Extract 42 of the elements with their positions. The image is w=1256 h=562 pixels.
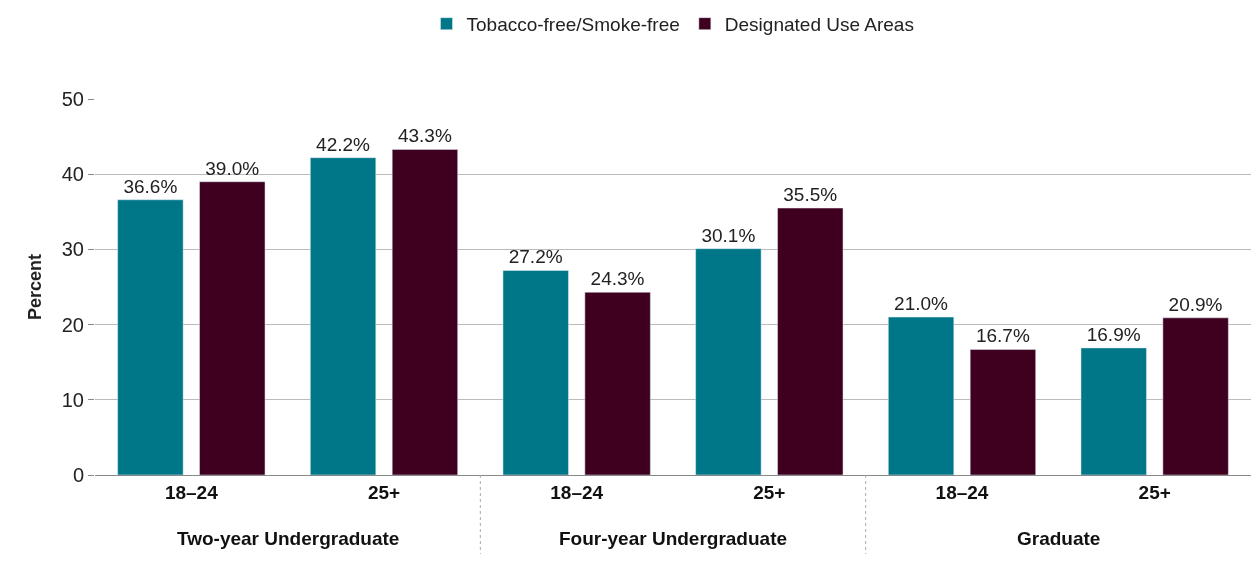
bar [502,270,569,475]
y-axis-title: Percent [24,253,45,321]
legend-label: Designated Use Areas [724,14,914,36]
y-tick-label: 30 [61,238,84,261]
bar [310,157,377,475]
x-tick-label: 18–24 [550,481,604,503]
data-label: 42.2% [316,133,371,155]
x-tick-label: 18–24 [164,481,219,503]
y-tick-label: 10 [61,388,84,411]
data-label: 24.3% [590,268,645,290]
data-label: 36.6% [123,175,178,197]
x-tick-label: 18–24 [935,481,989,503]
data-label: 39.0% [205,157,260,179]
x-tick-label: 25+ [753,481,786,503]
data-label: 43.3% [397,125,452,147]
bar [1162,317,1229,475]
data-label: 16.9% [1086,323,1141,345]
bar [199,181,266,475]
y-tick-label: 20 [61,313,84,336]
bar [391,149,458,475]
y-tick-label: 40 [61,163,84,186]
text: Four-year Undergraduate [559,528,788,549]
data-label: 30.1% [701,224,756,246]
y-tick-label: 50 [61,88,84,110]
text: Two-year Undergraduate [177,528,400,549]
data-label: 27.2% [508,246,563,268]
bar [584,292,651,475]
y-tick-label: 0 [72,464,84,486]
x-tick-label: 25+ [1138,481,1171,503]
x-tick-label: 25+ [367,481,401,503]
bar [969,349,1036,475]
bar [117,199,184,475]
data-label: 16.7% [975,325,1030,347]
data-label: 35.5% [783,184,838,206]
bar [888,316,955,475]
bar [695,248,762,475]
legend-label: Tobacco-free/Smoke-free [466,14,680,36]
text: Graduate [1017,528,1101,549]
data-label: 20.9% [1168,293,1223,315]
data-label: 21.0% [894,293,949,315]
bar [777,207,844,475]
bar [1080,347,1147,475]
